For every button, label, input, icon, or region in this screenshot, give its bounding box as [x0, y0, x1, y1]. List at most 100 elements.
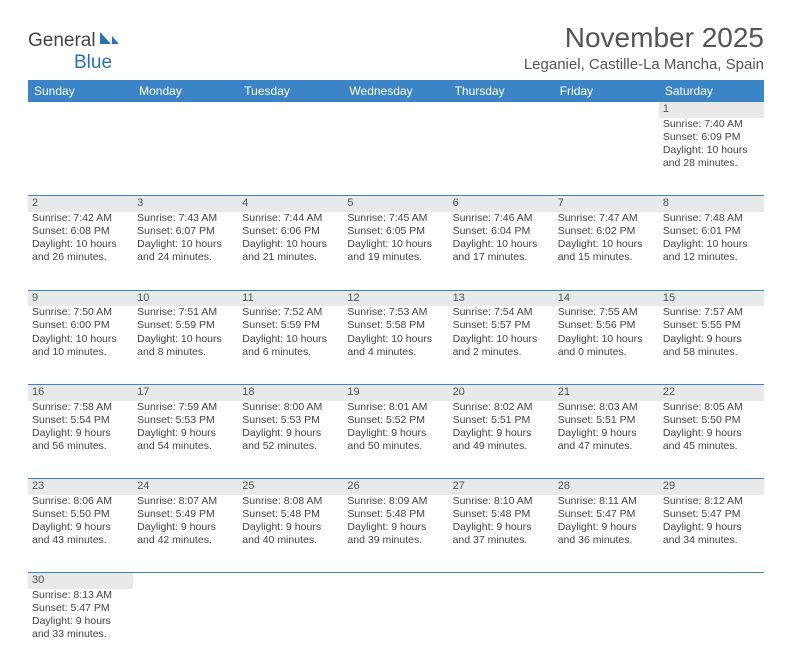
- day-number: 6: [449, 196, 554, 212]
- sunrise-text: Sunrise: 7:58 AM: [32, 401, 129, 414]
- sunset-text: Sunset: 5:48 PM: [347, 508, 444, 521]
- day-number: 1: [659, 102, 764, 118]
- day-cell: Sunrise: 7:53 AMSunset: 5:58 PMDaylight:…: [343, 306, 448, 384]
- day-cell: Sunrise: 8:12 AMSunset: 5:47 PMDaylight:…: [659, 495, 764, 573]
- day-number: 8: [659, 196, 764, 212]
- week-row: Sunrise: 7:40 AMSunset: 6:09 PMDaylight:…: [28, 118, 764, 196]
- day-number: 24: [133, 479, 238, 495]
- weekday-header: Thursday: [449, 80, 554, 102]
- day-number: [238, 102, 343, 118]
- sunrise-text: Sunrise: 8:13 AM: [32, 589, 129, 602]
- day-cell: Sunrise: 8:11 AMSunset: 5:47 PMDaylight:…: [554, 495, 659, 573]
- sunset-text: Sunset: 6:00 PM: [32, 319, 129, 332]
- daylight-text: Daylight: 10 hours and 6 minutes.: [242, 333, 339, 359]
- daylight-text: Daylight: 9 hours and 36 minutes.: [558, 521, 655, 547]
- sunrise-text: Sunrise: 8:03 AM: [558, 401, 655, 414]
- sunset-text: Sunset: 5:57 PM: [453, 319, 550, 332]
- sunrise-text: Sunrise: 7:48 AM: [663, 212, 760, 225]
- daylight-text: Daylight: 9 hours and 49 minutes.: [453, 427, 550, 453]
- sunset-text: Sunset: 6:05 PM: [347, 225, 444, 238]
- sunrise-text: Sunrise: 7:45 AM: [347, 212, 444, 225]
- sunset-text: Sunset: 5:50 PM: [32, 508, 129, 521]
- day-number: 25: [238, 479, 343, 495]
- sunrise-text: Sunrise: 8:00 AM: [242, 401, 339, 414]
- daylight-text: Daylight: 9 hours and 52 minutes.: [242, 427, 339, 453]
- sunrise-text: Sunrise: 7:54 AM: [453, 306, 550, 319]
- weekday-header: Monday: [133, 80, 238, 102]
- sunrise-text: Sunrise: 8:07 AM: [137, 495, 234, 508]
- weekday-header: Sunday: [28, 80, 133, 102]
- day-cell: Sunrise: 7:52 AMSunset: 5:59 PMDaylight:…: [238, 306, 343, 384]
- day-cell: Sunrise: 8:13 AMSunset: 5:47 PMDaylight:…: [28, 589, 133, 648]
- daynum-row: 30: [28, 573, 764, 589]
- sunset-text: Sunset: 6:02 PM: [558, 225, 655, 238]
- daylight-text: Daylight: 10 hours and 2 minutes.: [453, 333, 550, 359]
- day-number: 11: [238, 290, 343, 306]
- daylight-text: Daylight: 9 hours and 43 minutes.: [32, 521, 129, 547]
- daylight-text: Daylight: 9 hours and 39 minutes.: [347, 521, 444, 547]
- day-cell: Sunrise: 8:09 AMSunset: 5:48 PMDaylight:…: [343, 495, 448, 573]
- day-cell: Sunrise: 8:03 AMSunset: 5:51 PMDaylight:…: [554, 401, 659, 479]
- daylight-text: Daylight: 9 hours and 50 minutes.: [347, 427, 444, 453]
- sunset-text: Sunset: 5:52 PM: [347, 414, 444, 427]
- sunset-text: Sunset: 6:06 PM: [242, 225, 339, 238]
- day-cell: Sunrise: 7:42 AMSunset: 6:08 PMDaylight:…: [28, 212, 133, 290]
- logo: GeneralBlue: [28, 30, 121, 74]
- sail-icon: [98, 30, 120, 52]
- day-cell: [449, 589, 554, 648]
- daylight-text: Daylight: 10 hours and 8 minutes.: [137, 333, 234, 359]
- daylight-text: Daylight: 10 hours and 15 minutes.: [558, 238, 655, 264]
- day-cell: Sunrise: 8:02 AMSunset: 5:51 PMDaylight:…: [449, 401, 554, 479]
- day-number: 30: [28, 573, 133, 589]
- daynum-row: 2345678: [28, 196, 764, 212]
- week-row: Sunrise: 7:58 AMSunset: 5:54 PM Daylight:…: [28, 401, 764, 479]
- daylight-text: Daylight: 9 hours and 37 minutes.: [453, 521, 550, 547]
- day-number: [554, 573, 659, 589]
- sunset-text: Sunset: 5:49 PM: [137, 508, 234, 521]
- day-number: 18: [238, 384, 343, 400]
- week-row: Sunrise: 7:42 AMSunset: 6:08 PMDaylight:…: [28, 212, 764, 290]
- day-cell: Sunrise: 7:58 AMSunset: 5:54 PMDaylight:…: [28, 401, 133, 479]
- sunrise-text: Sunrise: 8:05 AM: [663, 401, 760, 414]
- sunrise-text: Sunrise: 7:52 AM: [242, 306, 339, 319]
- day-number: [238, 573, 343, 589]
- sunset-text: Sunset: 5:53 PM: [137, 414, 234, 427]
- day-cell: Sunrise: 7:40 AMSunset: 6:09 PMDaylight:…: [659, 118, 764, 196]
- daylight-text: Daylight: 10 hours and 17 minutes.: [453, 238, 550, 264]
- day-number: 7: [554, 196, 659, 212]
- daynum-row: 1: [28, 102, 764, 118]
- day-number: 17: [133, 384, 238, 400]
- day-number: 14: [554, 290, 659, 306]
- sunset-text: Sunset: 5:54 PM: [32, 414, 129, 427]
- daylight-text: Daylight: 9 hours and 47 minutes.: [558, 427, 655, 453]
- daylight-text: Daylight: 9 hours and 42 minutes.: [137, 521, 234, 547]
- day-number: [343, 573, 448, 589]
- sunrise-text: Sunrise: 7:47 AM: [558, 212, 655, 225]
- sunrise-text: Sunrise: 7:44 AM: [242, 212, 339, 225]
- day-number: 27: [449, 479, 554, 495]
- day-cell: [659, 589, 764, 648]
- sunrise-text: Sunrise: 7:46 AM: [453, 212, 550, 225]
- day-cell: Sunrise: 7:44 AMSunset: 6:06 PMDaylight:…: [238, 212, 343, 290]
- day-cell: [343, 118, 448, 196]
- day-number: [28, 102, 133, 118]
- day-number: 5: [343, 196, 448, 212]
- weekday-header: Friday: [554, 80, 659, 102]
- daylight-text: Daylight: 10 hours and 19 minutes.: [347, 238, 444, 264]
- day-number: 10: [133, 290, 238, 306]
- sunset-text: Sunset: 5:55 PM: [663, 319, 760, 332]
- day-number: 19: [343, 384, 448, 400]
- daynum-row: 16171819202122: [28, 384, 764, 400]
- daylight-text: Daylight: 9 hours and 33 minutes.: [32, 615, 129, 641]
- sunset-text: Sunset: 5:50 PM: [663, 414, 760, 427]
- week-row: Sunrise: 8:06 AMSunset: 5:50 PMDaylight:…: [28, 495, 764, 573]
- daylight-text: Daylight: 10 hours and 26 minutes.: [32, 238, 129, 264]
- logo-blue: Blue: [74, 52, 112, 73]
- day-cell: Sunrise: 8:06 AMSunset: 5:50 PMDaylight:…: [28, 495, 133, 573]
- sunrise-text: Sunrise: 7:59 AM: [137, 401, 234, 414]
- daylight-text: Daylight: 10 hours and 4 minutes.: [347, 333, 444, 359]
- sunrise-text: Sunrise: 7:57 AM: [663, 306, 760, 319]
- sunrise-text: Sunrise: 8:09 AM: [347, 495, 444, 508]
- sunrise-text: Sunrise: 7:43 AM: [137, 212, 234, 225]
- sunset-text: Sunset: 6:09 PM: [663, 131, 760, 144]
